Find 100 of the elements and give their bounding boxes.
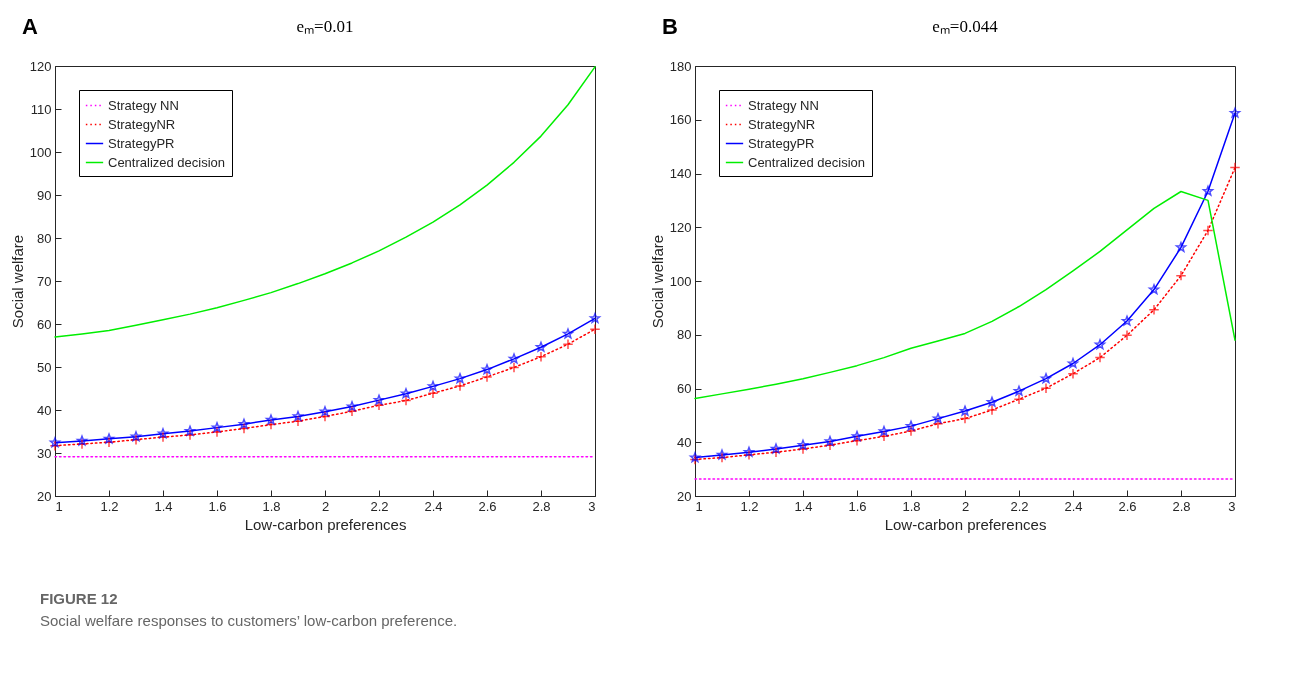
y-tick-label: 160 <box>669 112 692 128</box>
point <box>716 449 728 460</box>
point <box>851 435 863 447</box>
y-tick-label: 70 <box>37 273 52 289</box>
point <box>49 437 61 448</box>
point <box>1175 241 1187 252</box>
y-tick-label: 40 <box>37 402 52 418</box>
point <box>157 431 169 443</box>
point <box>265 414 277 425</box>
y-tick-label: 40 <box>677 434 692 450</box>
legend-label: Centralized decision <box>748 154 866 170</box>
point <box>346 401 358 412</box>
point <box>1175 270 1187 282</box>
x-tick-label: 2 <box>321 498 330 514</box>
point <box>824 435 836 447</box>
point <box>770 443 782 454</box>
legend-label: Centralized decision <box>108 154 226 170</box>
x-tick-label: 2.6 <box>1118 498 1137 514</box>
x-tick-label: 2.4 <box>1064 498 1083 514</box>
x-tick-label: 1.8 <box>262 498 281 514</box>
point <box>743 449 755 461</box>
point <box>76 435 88 446</box>
point <box>184 425 196 436</box>
x-tick-label: 2.4 <box>424 498 443 514</box>
point <box>905 425 917 437</box>
point <box>292 410 304 422</box>
point <box>797 443 809 455</box>
point <box>508 353 520 364</box>
point <box>238 418 250 429</box>
x-tick-label: 1.8 <box>902 498 921 514</box>
y-tick-label: 80 <box>37 230 52 246</box>
point <box>184 429 196 441</box>
point <box>130 434 142 446</box>
x-tick-label: 1.2 <box>740 498 759 514</box>
point <box>1067 368 1079 380</box>
point <box>1040 382 1052 394</box>
y-tick-label: 180 <box>669 58 692 74</box>
point <box>743 446 755 457</box>
x-axis-title: Low-carbon preferences <box>244 515 407 533</box>
legend-label: StrategyNR <box>748 116 816 132</box>
point <box>1202 224 1214 236</box>
x-axis-title: Low-carbon preferences <box>884 515 1047 533</box>
y-axis-title: Social welfare <box>648 234 666 329</box>
point <box>103 433 115 444</box>
point <box>878 430 890 442</box>
y-tick-label: 60 <box>677 381 692 396</box>
point <box>932 418 944 430</box>
point <box>1121 315 1133 326</box>
legend-label: StrategyNR <box>108 116 176 132</box>
point <box>1229 162 1241 174</box>
y-tick-label: 120 <box>669 219 692 235</box>
point <box>959 405 971 416</box>
point <box>157 428 169 439</box>
x-tick-label: 2.8 <box>532 498 551 514</box>
x-tick-label: 1.4 <box>154 498 173 514</box>
text: Social welfare responses to customers’ low-carbon preference. <box>40 611 458 631</box>
point <box>1202 185 1214 196</box>
y-tick-label: 120 <box>29 58 52 74</box>
text: B <box>662 14 678 40</box>
point <box>292 415 304 427</box>
point <box>1013 393 1025 405</box>
x-tick-label: 3 <box>1228 498 1236 514</box>
caption: FIGURE 12 <box>40 589 119 609</box>
point <box>1094 352 1106 364</box>
point <box>454 373 466 384</box>
point <box>959 413 971 425</box>
point <box>49 440 61 452</box>
point <box>211 422 223 433</box>
point <box>1094 339 1106 350</box>
x-tick-label: 1.6 <box>848 498 867 514</box>
point <box>1121 329 1133 341</box>
point <box>319 406 331 417</box>
point <box>265 419 277 431</box>
y-tick-label: 110 <box>30 101 52 117</box>
point <box>716 452 728 464</box>
point <box>373 394 385 405</box>
y-tick-label: 60 <box>37 316 52 332</box>
point <box>1148 284 1160 295</box>
point <box>905 420 917 431</box>
point <box>346 405 358 417</box>
point <box>427 387 439 399</box>
point <box>103 436 115 448</box>
point <box>1040 373 1052 384</box>
point <box>562 338 574 350</box>
point <box>824 439 836 451</box>
x-tick-label: 3 <box>588 498 596 514</box>
y-tick-label: 50 <box>37 359 52 375</box>
y-axis-title: Social welfare <box>8 234 26 329</box>
point <box>454 380 466 392</box>
legend-label: Strategy NN <box>108 97 179 113</box>
point <box>130 431 142 442</box>
point <box>1148 304 1160 316</box>
x-tick-label: 2.2 <box>370 498 389 514</box>
point <box>319 410 331 422</box>
y-tick-label: 30 <box>37 445 52 461</box>
point <box>770 446 782 458</box>
point <box>932 413 944 424</box>
y-tick-label: 20 <box>677 488 692 504</box>
point <box>535 341 547 352</box>
point <box>986 396 998 407</box>
